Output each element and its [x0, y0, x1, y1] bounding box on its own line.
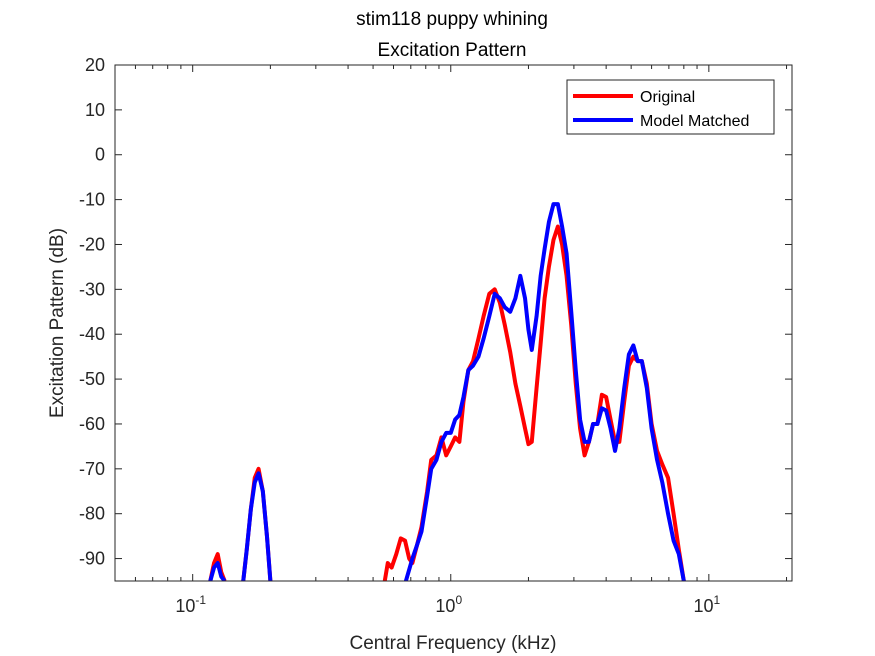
legend-label-model-matched: Model Matched [640, 113, 749, 130]
series-model-matched [208, 202, 686, 581]
series-line-segment [208, 561, 227, 581]
chart-subtitle: Excitation Pattern [378, 40, 527, 61]
y-tick-label: -20 [79, 234, 105, 254]
y-tick-label: -50 [79, 369, 105, 389]
x-tick-label: 10-1 [175, 593, 206, 616]
legend: Original Model Matched [566, 79, 775, 135]
chart-title: stim118 puppy whining [356, 9, 548, 30]
series-line-segment [382, 224, 686, 581]
x-tick-labels: 10-1 100 101 [175, 593, 720, 616]
y-tick-label: -40 [79, 324, 105, 344]
legend-box [566, 79, 775, 135]
series-layer [208, 202, 686, 581]
y-tick-label: -90 [79, 549, 105, 569]
y-tick-label: -30 [79, 279, 105, 299]
series-line-segment [403, 202, 686, 581]
y-axis-label: Excitation Pattern (dB) [47, 228, 68, 418]
y-tick-label: 0 [95, 145, 105, 165]
y-tick-label: -80 [79, 504, 105, 524]
x-tick-label: 100 [435, 593, 462, 616]
y-tick-label: -60 [79, 414, 105, 434]
y-tick-label: 10 [85, 100, 105, 120]
x-tick-label: 101 [693, 593, 720, 616]
y-tick-label: -70 [79, 459, 105, 479]
x-axis-label: Central Frequency (kHz) [350, 633, 557, 654]
series-line-segment [241, 471, 273, 581]
legend-label-original: Original [640, 89, 695, 106]
y-tick-labels: 20 10 0 -10 -20 -30 -40 -50 -60 -70 -80 -90 [79, 55, 105, 569]
y-tick-label: 20 [85, 55, 105, 75]
plot-area [115, 65, 792, 581]
plot-frame [114, 64, 793, 582]
y-tick-label: -10 [79, 190, 105, 210]
